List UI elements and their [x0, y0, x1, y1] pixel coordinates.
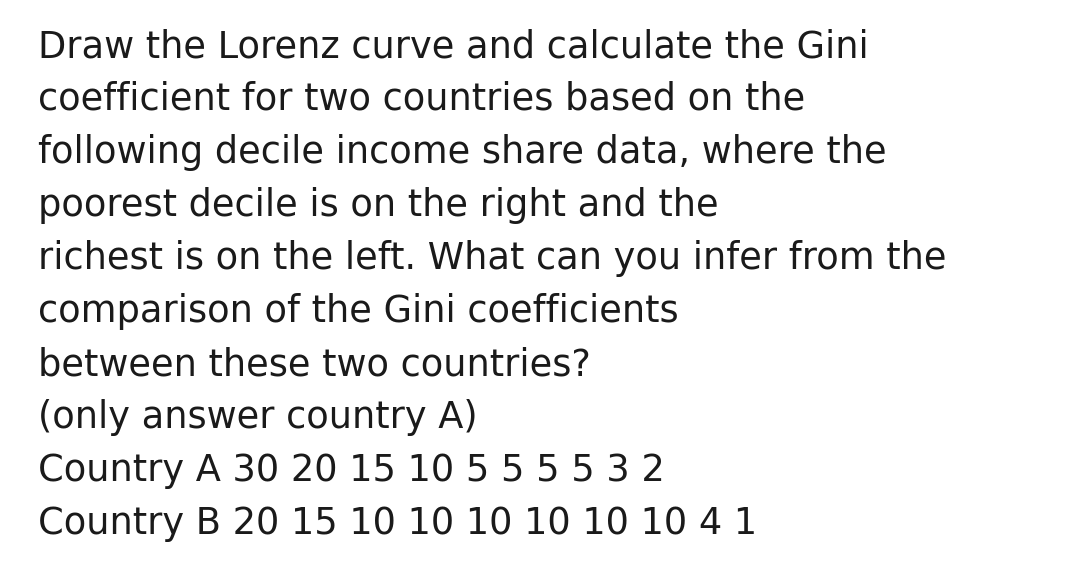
Text: poorest decile is on the right and the: poorest decile is on the right and the [38, 187, 718, 224]
Text: between these two countries?: between these two countries? [38, 346, 591, 383]
Text: Draw the Lorenz curve and calculate the Gini: Draw the Lorenz curve and calculate the … [38, 28, 868, 65]
Text: Country B 20 15 10 10 10 10 10 10 4 1: Country B 20 15 10 10 10 10 10 10 4 1 [38, 505, 757, 542]
Text: (only answer country A): (only answer country A) [38, 399, 477, 436]
Text: coefficient for two countries based on the: coefficient for two countries based on t… [38, 81, 806, 118]
Text: following decile income share data, where the: following decile income share data, wher… [38, 134, 887, 171]
Text: richest is on the left. What can you infer from the: richest is on the left. What can you inf… [38, 240, 946, 277]
Text: comparison of the Gini coefficients: comparison of the Gini coefficients [38, 293, 678, 330]
Text: Country A 30 20 15 10 5 5 5 5 3 2: Country A 30 20 15 10 5 5 5 5 3 2 [38, 452, 665, 489]
